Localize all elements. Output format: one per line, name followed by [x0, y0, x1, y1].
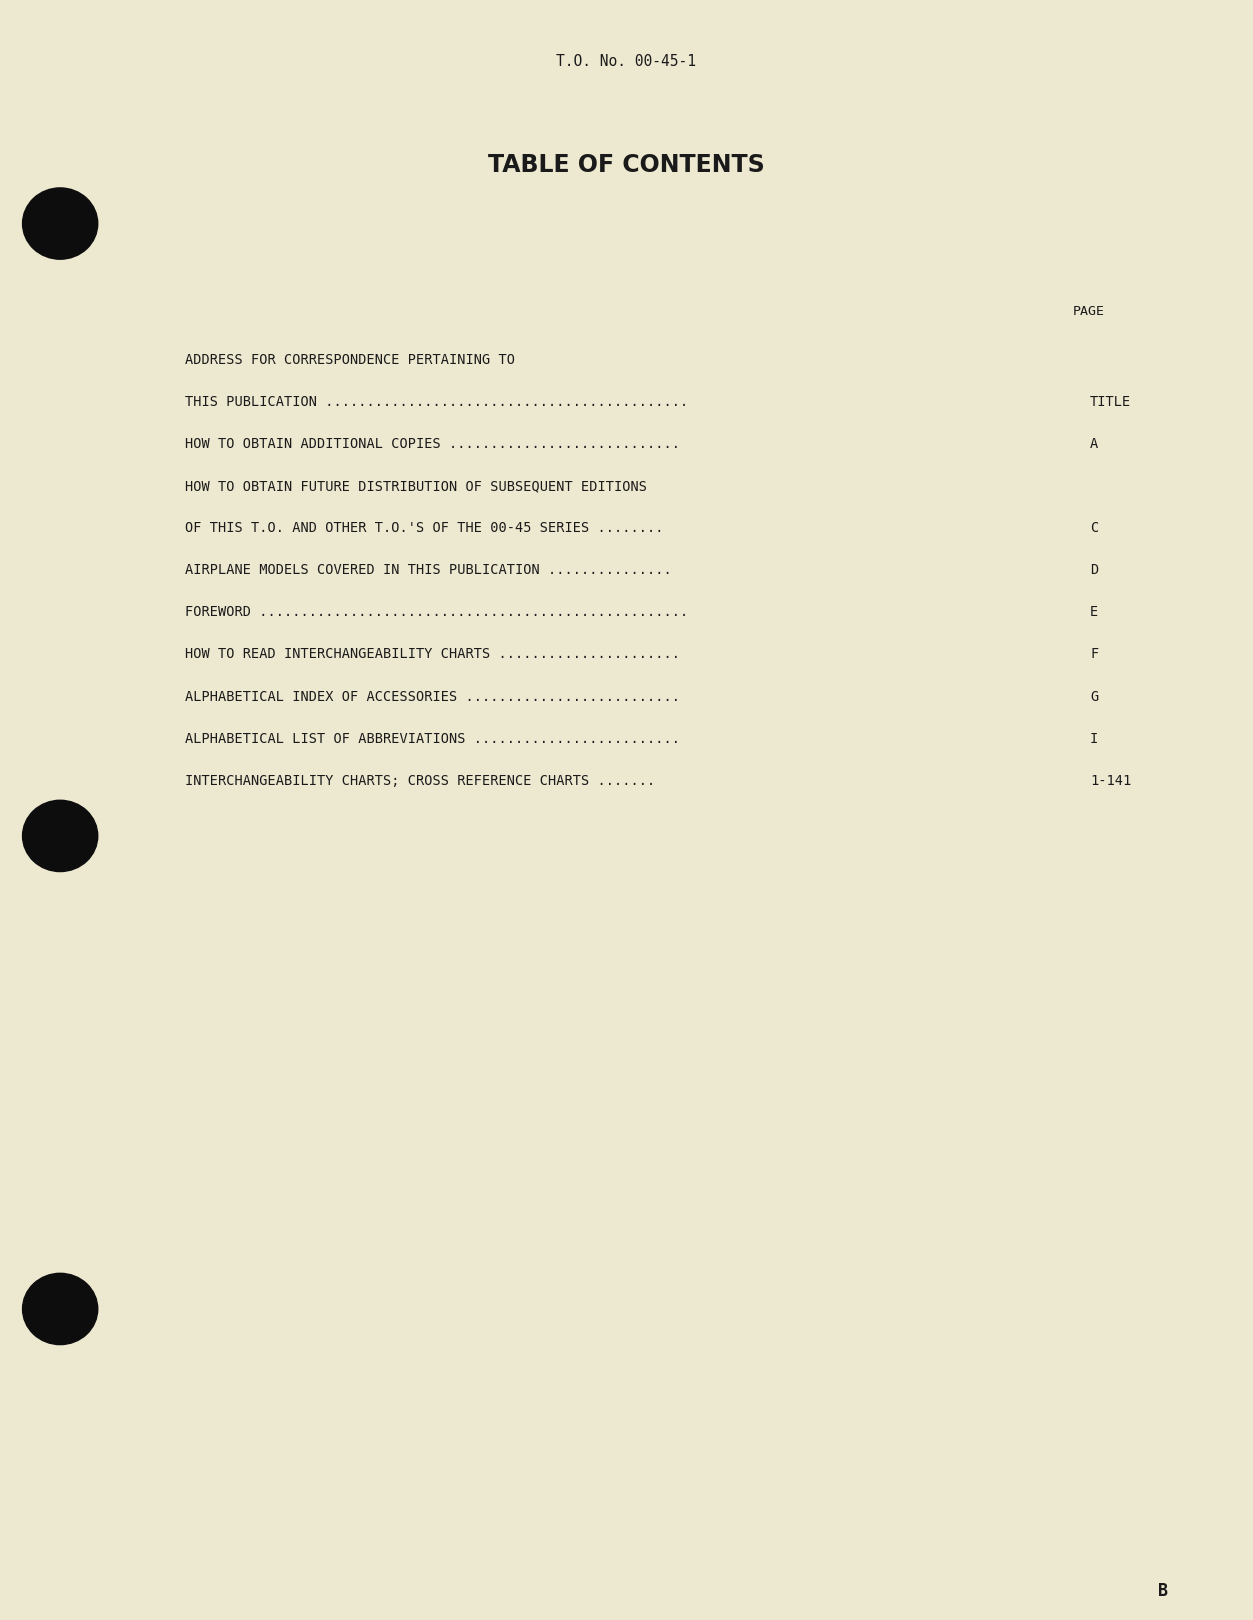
Text: T.O. No. 00-45-1: T.O. No. 00-45-1: [556, 53, 697, 70]
Text: ALPHABETICAL INDEX OF ACCESSORIES ..........................: ALPHABETICAL INDEX OF ACCESSORIES ......…: [185, 690, 680, 703]
Text: ADDRESS FOR CORRESPONDENCE PERTAINING TO: ADDRESS FOR CORRESPONDENCE PERTAINING TO: [185, 353, 515, 366]
Text: ALPHABETICAL LIST OF ABBREVIATIONS .........................: ALPHABETICAL LIST OF ABBREVIATIONS .....…: [185, 732, 680, 745]
Ellipse shape: [23, 188, 98, 259]
Text: AIRPLANE MODELS COVERED IN THIS PUBLICATION ...............: AIRPLANE MODELS COVERED IN THIS PUBLICAT…: [185, 564, 672, 577]
Text: A: A: [1090, 437, 1099, 450]
Ellipse shape: [23, 1273, 98, 1345]
Text: HOW TO OBTAIN FUTURE DISTRIBUTION OF SUBSEQUENT EDITIONS: HOW TO OBTAIN FUTURE DISTRIBUTION OF SUB…: [185, 480, 648, 492]
Text: INTERCHANGEABILITY CHARTS; CROSS REFERENCE CHARTS .......: INTERCHANGEABILITY CHARTS; CROSS REFEREN…: [185, 774, 655, 787]
Text: TABLE OF CONTENTS: TABLE OF CONTENTS: [489, 154, 764, 177]
Text: F: F: [1090, 648, 1099, 661]
Text: 1-141: 1-141: [1090, 774, 1131, 787]
Text: E: E: [1090, 606, 1099, 619]
Text: G: G: [1090, 690, 1099, 703]
Text: OF THIS T.O. AND OTHER T.O.'S OF THE 00-45 SERIES ........: OF THIS T.O. AND OTHER T.O.'S OF THE 00-…: [185, 522, 664, 535]
Ellipse shape: [23, 800, 98, 872]
Text: C: C: [1090, 522, 1099, 535]
Text: TITLE: TITLE: [1090, 395, 1131, 408]
Text: HOW TO READ INTERCHANGEABILITY CHARTS ......................: HOW TO READ INTERCHANGEABILITY CHARTS ..…: [185, 648, 680, 661]
Text: I: I: [1090, 732, 1099, 745]
Text: THIS PUBLICATION ............................................: THIS PUBLICATION .......................…: [185, 395, 689, 408]
Text: D: D: [1090, 564, 1099, 577]
Text: FOREWORD ....................................................: FOREWORD ...............................…: [185, 606, 689, 619]
Text: PAGE: PAGE: [1073, 305, 1105, 318]
Text: HOW TO OBTAIN ADDITIONAL COPIES ............................: HOW TO OBTAIN ADDITIONAL COPIES ........…: [185, 437, 680, 450]
Text: B: B: [1158, 1581, 1168, 1601]
